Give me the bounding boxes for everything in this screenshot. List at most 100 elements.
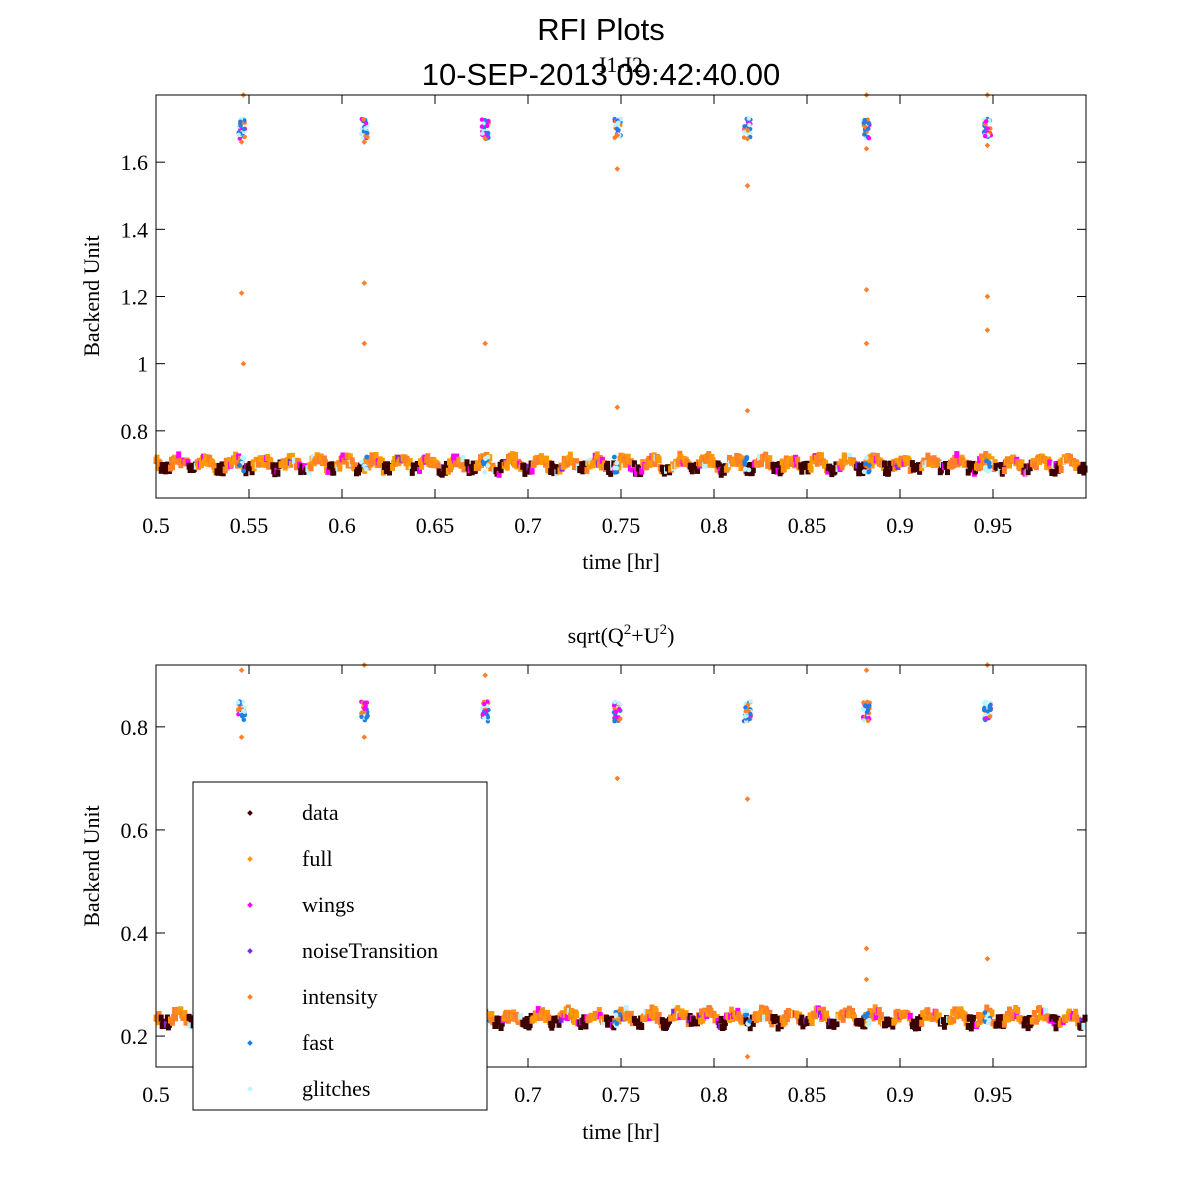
top-baseline-point [702,461,708,469]
bottom-event-point [747,1018,753,1024]
bottom-event-point [748,711,753,717]
top-baseline-point [464,459,470,467]
bottom-baseline-point [732,1010,738,1018]
bottom-baseline-point [550,1020,556,1028]
top-ytick-label: 1.6 [121,150,149,175]
legend-marker [247,810,253,816]
bottom-baseline-point [809,1019,815,1027]
top-baseline-point [952,454,958,462]
bottom-baseline-point [597,1012,603,1020]
top-baseline-point [160,462,166,469]
top-baseline-point [409,468,415,476]
top-baseline-point [1044,463,1050,471]
bottom-baseline-point [164,1014,170,1022]
top-baseline-point [294,463,299,471]
top-baseline-point [629,465,635,473]
top-panel-marks [153,92,1088,478]
legend-marker [247,948,253,954]
bottom-baseline-point [535,1006,541,1014]
bottom-baseline-point [916,1024,922,1032]
top-baseline-point [735,459,741,467]
bottom-event-point [239,712,244,718]
top-event-point [240,455,245,460]
bottom-xtick-label: 0.8 [700,1082,728,1107]
top-baseline-point [567,451,573,459]
top-baseline-point [765,461,771,469]
top-event-point [486,130,491,136]
top-baseline-point [1082,465,1088,473]
top-baseline-point [215,468,221,476]
bottom-baseline-point [722,1018,728,1026]
top-intensity-point [614,166,621,172]
top-intensity-point [984,327,991,333]
bottom-baseline-point [618,1006,624,1014]
top-xtick-label: 0.65 [416,513,455,538]
top-baseline-point [441,465,447,472]
top-baseline-point [925,452,931,460]
bottom-event-point [241,709,247,714]
bottom-baseline-point [913,1024,918,1032]
top-baseline-point [205,459,211,467]
top-baseline-point [275,469,281,477]
top-baseline-point [251,464,257,472]
legend-label: fast [302,1030,334,1055]
top-baseline-point [886,469,892,477]
top-baseline-point [266,462,272,470]
top-xtick-label: 0.75 [602,513,641,538]
top-baseline-point [510,451,515,459]
top-baseline-point [825,467,831,475]
top-baseline-point [1047,459,1053,467]
bottom-baseline-point [569,1008,575,1016]
top-baseline-point [656,456,662,464]
bottom-baseline-point [729,1006,735,1014]
bottom-baseline-point [1081,1022,1087,1030]
top-event-point [361,117,366,122]
top-baseline-point [992,459,998,467]
top-baseline-point [158,466,164,474]
bottom-event-point [612,699,618,705]
top-event-point [862,132,867,137]
top-baseline-point [1033,463,1039,471]
top-baseline-point [243,469,249,477]
bottom-baseline-point [181,1014,187,1021]
bottom-baseline-point [1076,1016,1082,1024]
top-xtick-label: 0.5 [142,513,170,538]
bottom-baseline-point [656,1012,662,1019]
top-panel-ylabel: Backend Unit [79,235,104,357]
bottom-baseline-point [798,1018,804,1026]
top-baseline-point [814,459,820,467]
top-event-point [480,131,485,136]
top-intensity-point [863,286,870,293]
top-baseline-point [795,456,801,464]
top-intensity-point [614,132,621,139]
top-baseline-point [202,459,208,466]
top-baseline-point [336,460,342,467]
top-baseline-point [544,455,550,463]
bottom-baseline-point [505,1016,511,1024]
top-baseline-point [1007,461,1012,469]
top-baseline-point [219,461,225,469]
bottom-event-point [616,701,621,706]
top-baseline-point [936,459,942,467]
top-event-point [616,120,621,126]
bottom-baseline-point [915,1016,921,1024]
top-intensity-point [614,404,621,411]
legend-label: full [302,846,333,871]
bottom-baseline-point [1031,1010,1037,1017]
legend-marker [247,856,253,862]
bottom-panel-xlabel: time [hr] [582,1119,660,1144]
top-baseline-point [321,455,327,463]
bottom-event-point [982,1010,988,1015]
bottom-baseline-point [925,1007,931,1015]
bottom-xtick-label: 0.75 [602,1082,641,1107]
top-baseline-point [298,468,304,476]
top-baseline-point [652,460,658,468]
bottom-intensity-point [614,775,621,782]
top-baseline-point [340,452,346,460]
top-intensity-point [238,290,245,296]
top-intensity-point [361,280,368,286]
bottom-event-point [743,714,748,719]
top-baseline-point [767,455,773,463]
bottom-baseline-point [1053,1024,1059,1032]
top-xtick-label: 0.8 [700,513,728,538]
